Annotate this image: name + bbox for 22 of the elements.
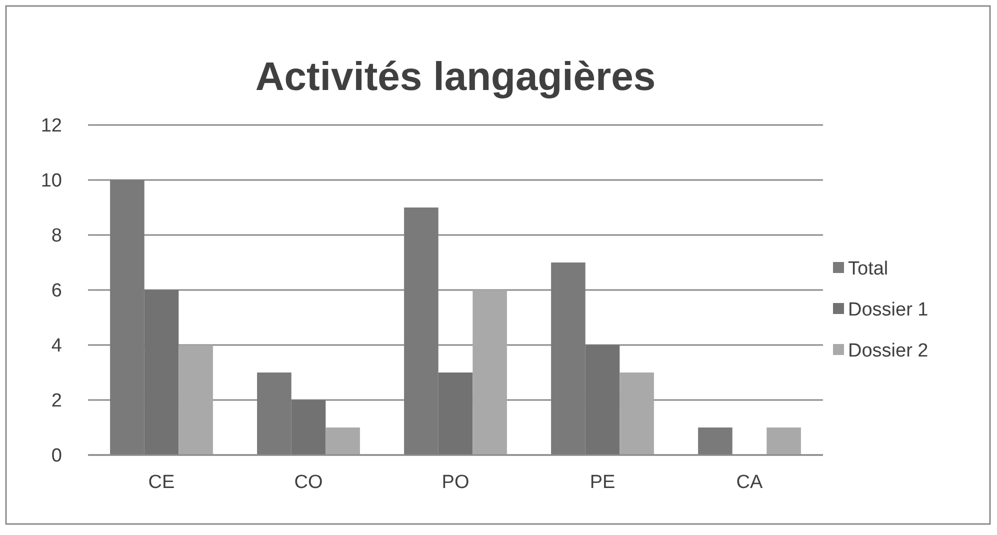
y-tick-label: 4 [51,336,62,357]
legend-label: Dossier 2 [848,340,928,362]
bar [326,428,360,455]
bar [766,428,801,455]
bar [472,290,507,455]
x-tick-label: PE [590,472,616,493]
x-tick-label: CA [736,472,764,493]
y-tick-label: 10 [40,170,62,192]
y-tick-label: 0 [51,446,62,467]
legend-label: Dossier 1 [848,300,928,321]
y-tick-label: 8 [51,226,62,247]
x-tick-label: CE [148,472,175,493]
bar [178,345,213,455]
y-tick-label: 12 [40,116,62,137]
legend-label: Total [848,258,888,280]
bar [698,428,732,455]
chart-title: Activités langagières [255,55,656,99]
y-tick-label: 6 [51,280,62,302]
x-tick-label: PO [442,472,470,493]
y-tick-label: 2 [51,390,62,412]
bar [620,372,654,455]
x-tick-label: CO [294,472,323,493]
